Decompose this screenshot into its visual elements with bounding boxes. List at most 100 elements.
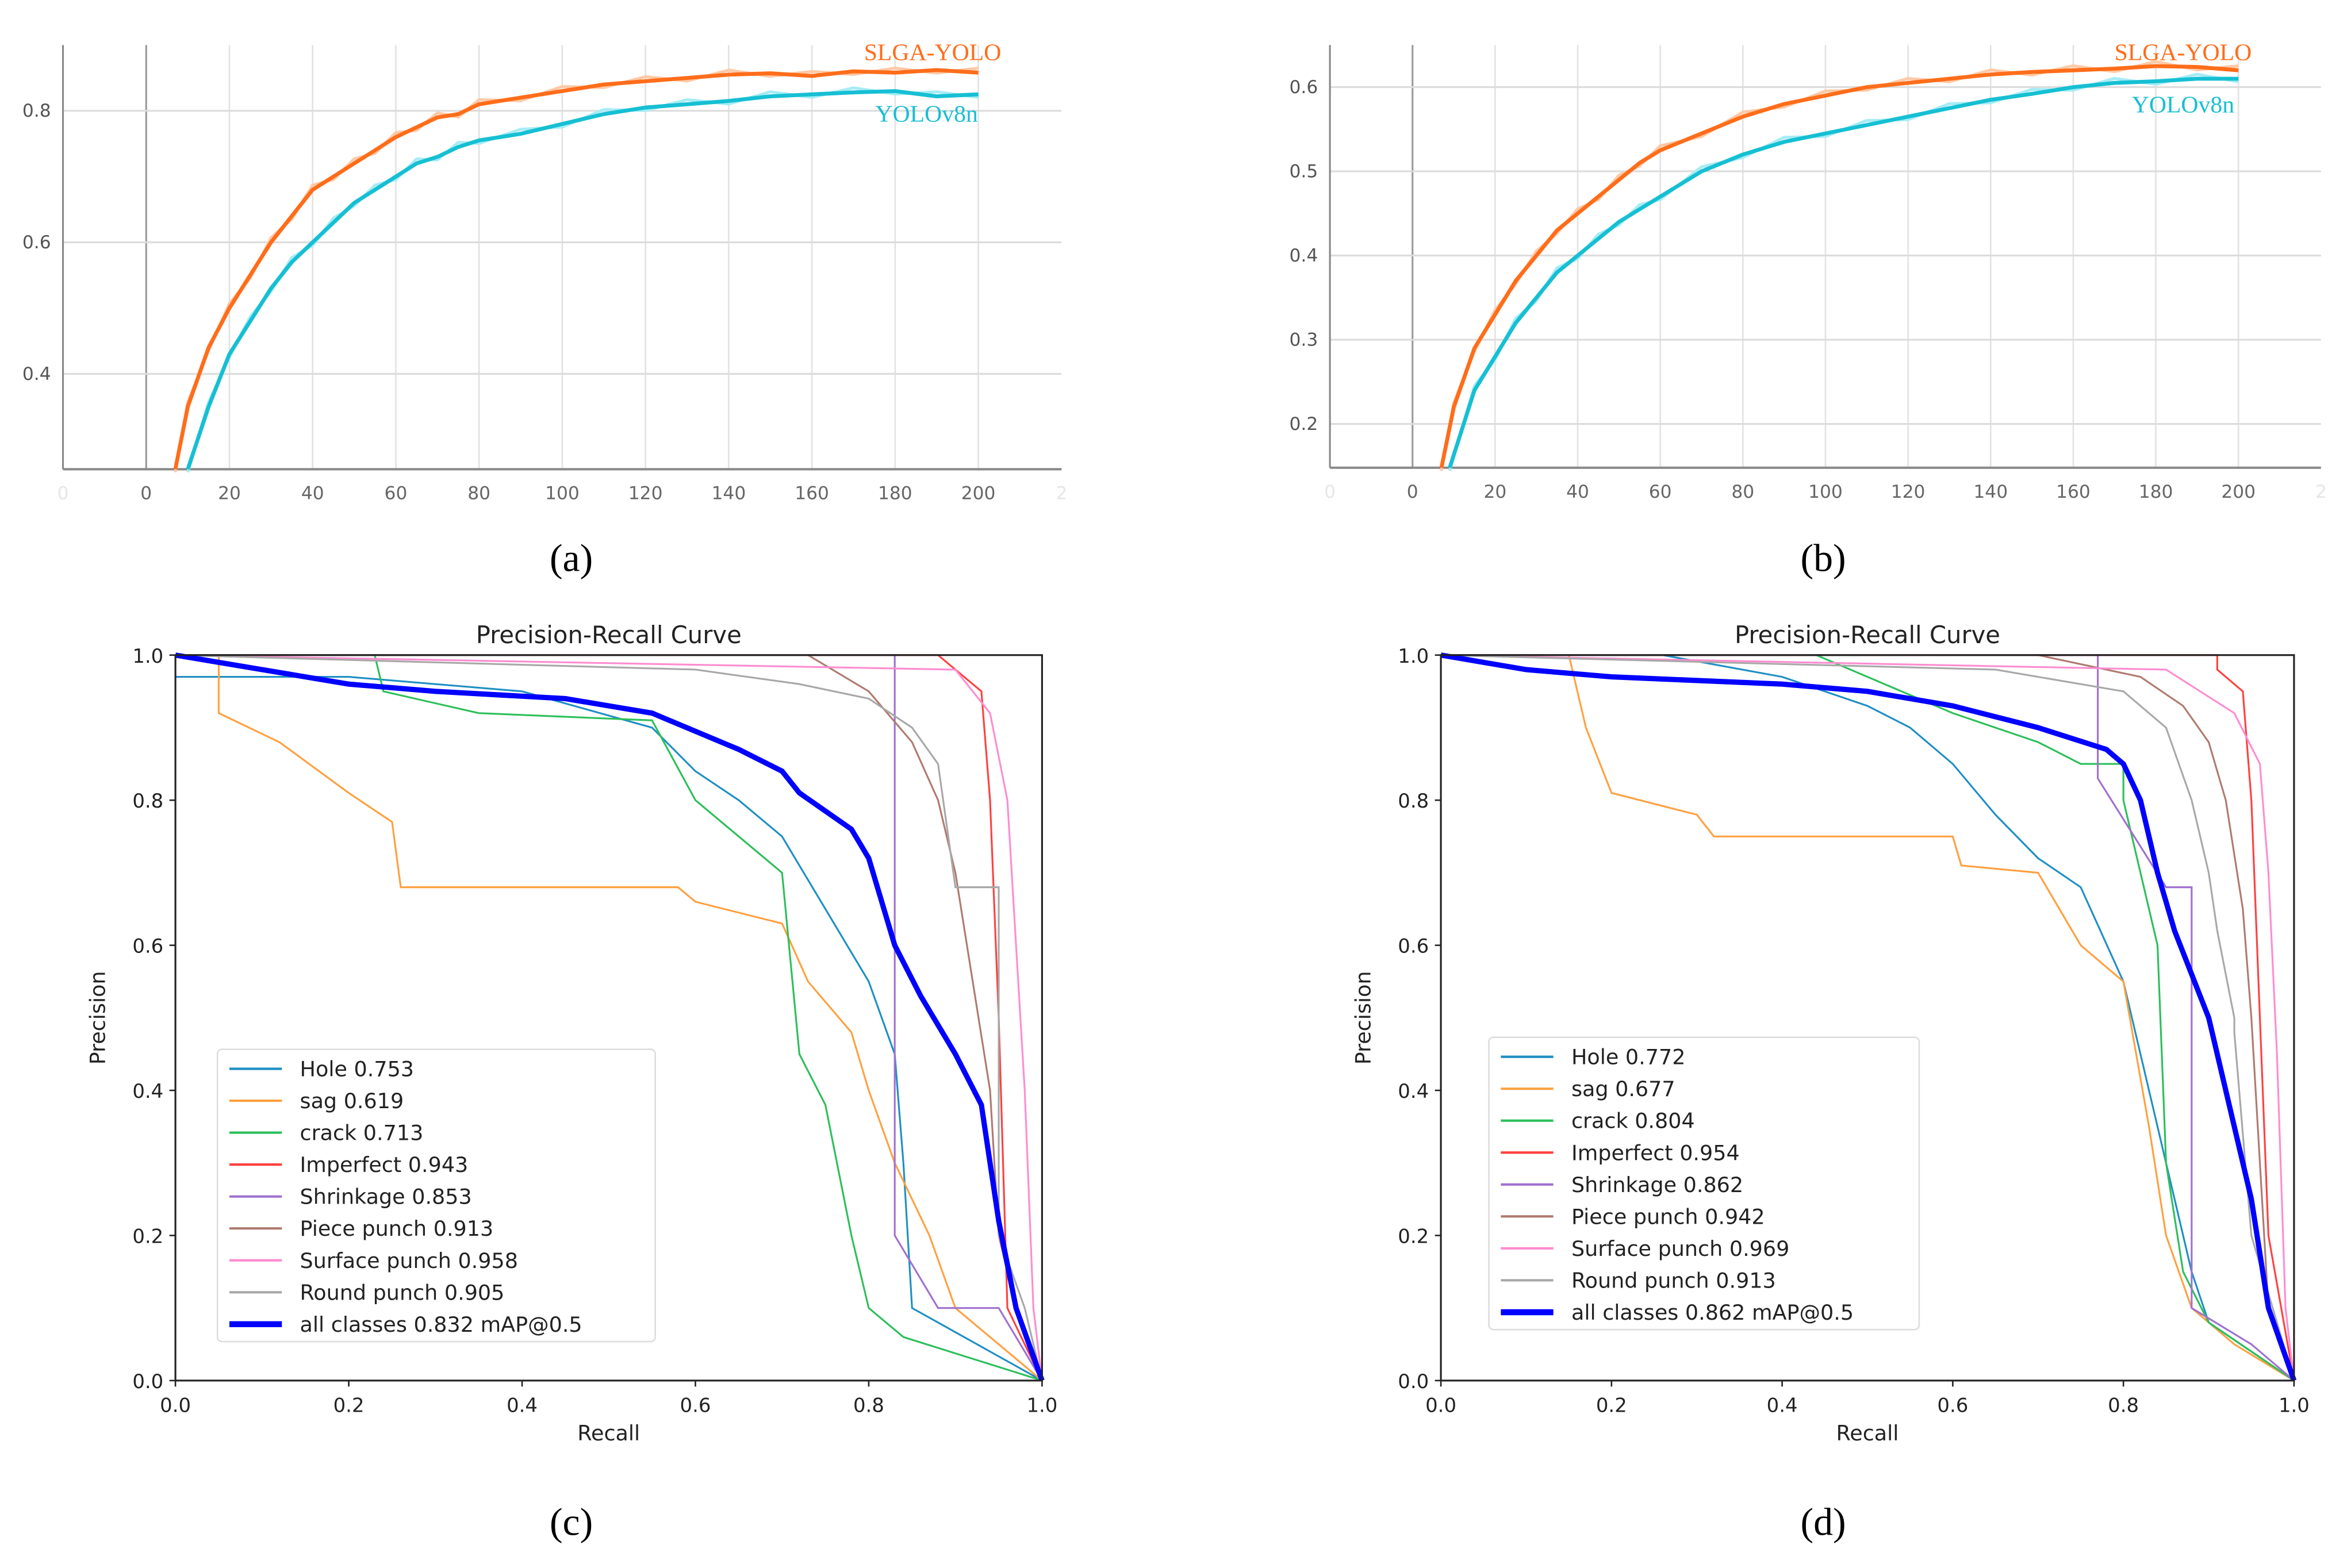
caption-d: (d) [1801, 1500, 1846, 1543]
y-tick-label: 0.6 [1289, 77, 1318, 98]
y-tick-label: 0.0 [1398, 1370, 1429, 1393]
y-tick-label: 0.4 [1398, 1080, 1429, 1102]
y-tick-label: 0.4 [132, 1080, 163, 1102]
x-tick-label: 20 [218, 483, 241, 504]
x-tick-label: 60 [385, 483, 408, 504]
x-tick-label: 80 [1731, 482, 1754, 502]
legend-label-crack: crack 0.713 [300, 1121, 424, 1146]
y-tick-label: 0.6 [22, 232, 51, 253]
x-tick-label: 180 [2139, 482, 2173, 502]
y-axis-label: Precision [1351, 971, 1376, 1064]
legend-label-hole: Hole 0.753 [300, 1057, 414, 1082]
x-tick-label: 100 [1808, 482, 1843, 502]
series-label-yolov8n: YOLOv8n [875, 101, 978, 127]
legend: Hole 0.772 sag 0.677 crack 0.804 Imperfect … [1488, 1036, 1920, 1331]
y-tick-label: 0.2 [1289, 414, 1318, 435]
legend-label-surface-punch: Surface punch 0.958 [300, 1248, 518, 1273]
series-line-yolov8n [1448, 76, 2239, 468]
x-tick-label: 20 [1483, 482, 1506, 502]
x-tick-label: 40 [301, 483, 324, 504]
legend-label-all: all classes 0.832 mAP@0.5 [300, 1312, 582, 1337]
x-tick-label: 0 [1324, 482, 1336, 502]
x-tick-label: 140 [1973, 482, 2008, 502]
legend-label-all: all classes 0.862 mAP@0.5 [1571, 1300, 1854, 1325]
y-tick-label: 0.5 [1289, 162, 1318, 182]
x-tick-label: 0.8 [853, 1394, 884, 1417]
y-tick-label: 0.3 [1289, 330, 1318, 351]
pr-line-piece-punch [1441, 654, 2295, 1381]
x-tick-label: 200 [2221, 482, 2256, 502]
chart-title: Precision-Recall Curve [1735, 621, 2000, 649]
x-axis-label: Recall [1836, 1421, 1899, 1446]
x-tick-label: 60 [1649, 482, 1672, 502]
legend-label-hole: Hole 0.772 [1571, 1045, 1685, 1070]
plot-frame [1440, 654, 2295, 1382]
x-tick-label: 0.6 [680, 1394, 711, 1417]
caption-c: (c) [550, 1500, 593, 1543]
x-tick-label: 160 [795, 483, 829, 504]
pr-line-all [175, 652, 1045, 1382]
legend-label-round-punch: Round punch 0.905 [300, 1280, 505, 1305]
y-tick-label: 0.6 [132, 935, 163, 958]
pr-line-crack [175, 654, 1042, 1382]
x-tick-label: 100 [545, 483, 580, 504]
y-tick-label: 0.4 [22, 364, 51, 385]
x-tick-label: 160 [2056, 482, 2091, 502]
legend-label-surface-punch: Surface punch 0.969 [1571, 1236, 1789, 1261]
pr-line-imperfect [1441, 654, 2295, 1381]
y-tick-label: 1.0 [132, 645, 163, 667]
series-line-yolov8n [186, 89, 979, 470]
x-tick-label: 0.6 [1937, 1394, 1968, 1417]
pr-line-hole [175, 676, 1043, 1382]
y-tick-label: 0.2 [1398, 1225, 1429, 1248]
legend-label-imperfect: Imperfect 0.954 [1571, 1140, 1740, 1165]
pr-line-sag [175, 654, 1043, 1382]
x-tick-label: 0.2 [333, 1394, 365, 1417]
legend-box [1488, 1036, 1920, 1331]
pr-line-round-punch [1441, 654, 2295, 1381]
x-tick-label: 0 [140, 483, 152, 504]
x-tick-label: 2 [1056, 483, 1067, 504]
x-tick-label: 140 [712, 483, 746, 504]
x-tick-label: 0 [1407, 482, 1418, 502]
x-tick-label: 0.8 [2108, 1394, 2139, 1417]
x-tick-label: 0.0 [1425, 1394, 1456, 1417]
x-tick-label: 2 [2315, 482, 2327, 502]
x-tick-label: 120 [628, 483, 663, 504]
pr-line-all [1440, 652, 2297, 1382]
x-tick-label: 0 [57, 483, 69, 504]
x-tick-label: 40 [1566, 482, 1589, 502]
legend-label-piece-punch: Piece punch 0.913 [300, 1216, 494, 1241]
series-line-slga-yolo [173, 68, 979, 470]
pr-line-shrinkage [1441, 654, 2295, 1382]
legend-label-sag: sag 0.619 [300, 1089, 404, 1113]
y-axis-label: Precision [86, 971, 110, 1064]
legend-label-shrinkage: Shrinkage 0.853 [300, 1185, 472, 1209]
x-tick-label: 200 [961, 483, 996, 504]
x-tick-label: 0.0 [160, 1394, 191, 1417]
y-tick-label: 0.4 [1289, 245, 1318, 266]
y-tick-label: 0.8 [22, 101, 51, 121]
legend: Hole 0.753 sag 0.619 crack 0.713 Imperfect … [216, 1048, 656, 1343]
series-line-slga-yolo [1439, 64, 2239, 468]
panel-d-pr-curve: Precision-Recall Curve Recall Precision 0.0… [1351, 621, 2310, 1446]
legend-label-round-punch: Round punch 0.913 [1571, 1268, 1776, 1293]
y-tick-label: 0.8 [1398, 790, 1429, 812]
y-tick-label: 0.6 [1398, 935, 1429, 958]
plot-frame [174, 654, 1043, 1382]
x-tick-label: 0.4 [1767, 1394, 1798, 1417]
x-tick-label: 80 [467, 483, 490, 504]
x-tick-label: 0.2 [1596, 1394, 1627, 1417]
legend-box [216, 1048, 656, 1343]
x-tick-label: 0.4 [507, 1394, 538, 1417]
x-tick-label: 180 [878, 483, 912, 504]
legend-label-shrinkage: Shrinkage 0.862 [1571, 1173, 1743, 1197]
pr-line-surface-punch [175, 654, 1043, 1381]
panel-c-pr-curve: Precision-Recall Curve Recall Precision 0.0… [86, 621, 1058, 1446]
x-tick-label: 1.0 [1026, 1394, 1057, 1417]
caption-a: (a) [550, 537, 593, 580]
legend-label-sag: sag 0.677 [1571, 1077, 1675, 1101]
series-label-yolov8n: YOLOv8n [2132, 92, 2235, 118]
panel-b-training-curve: 0 0 20 40 60 80 100 120 140 160 180 200 2 0.2 0.3 0.4 0.… [1289, 39, 2326, 502]
